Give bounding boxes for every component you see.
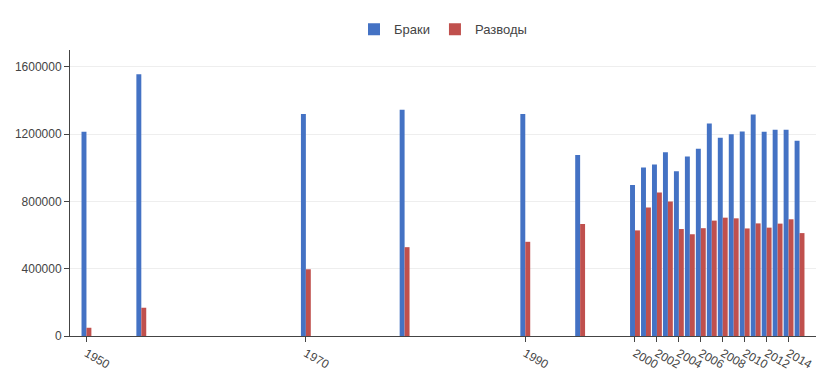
svg-text:2000: 2000 [630,346,660,372]
svg-text:1970: 1970 [301,346,331,372]
svg-text:0: 0 [55,329,62,343]
svg-text:2008: 2008 [718,346,748,372]
svg-text:1200000: 1200000 [15,127,62,141]
svg-text:400000: 400000 [22,262,62,276]
svg-text:2014: 2014 [784,346,814,372]
svg-text:2002: 2002 [652,346,682,372]
svg-text:1950: 1950 [82,346,112,372]
svg-text:2010: 2010 [740,346,770,372]
svg-text:2004: 2004 [674,346,704,372]
svg-text:2012: 2012 [762,346,792,372]
svg-text:800000: 800000 [22,195,62,209]
svg-text:Разводы: Разводы [475,22,527,37]
svg-text:Браки: Браки [394,22,430,37]
svg-text:1600000: 1600000 [15,60,62,74]
svg-text:2006: 2006 [696,346,726,372]
svg-text:1990: 1990 [521,346,551,372]
